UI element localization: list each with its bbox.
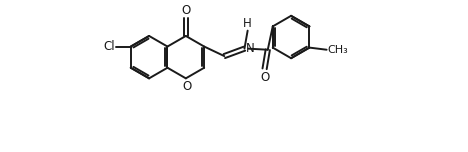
Text: O: O bbox=[181, 4, 190, 17]
Text: O: O bbox=[182, 80, 191, 93]
Text: H: H bbox=[243, 17, 252, 30]
Text: O: O bbox=[260, 71, 269, 84]
Text: Cl: Cl bbox=[103, 40, 115, 53]
Text: N: N bbox=[245, 42, 254, 55]
Text: CH₃: CH₃ bbox=[328, 45, 348, 55]
